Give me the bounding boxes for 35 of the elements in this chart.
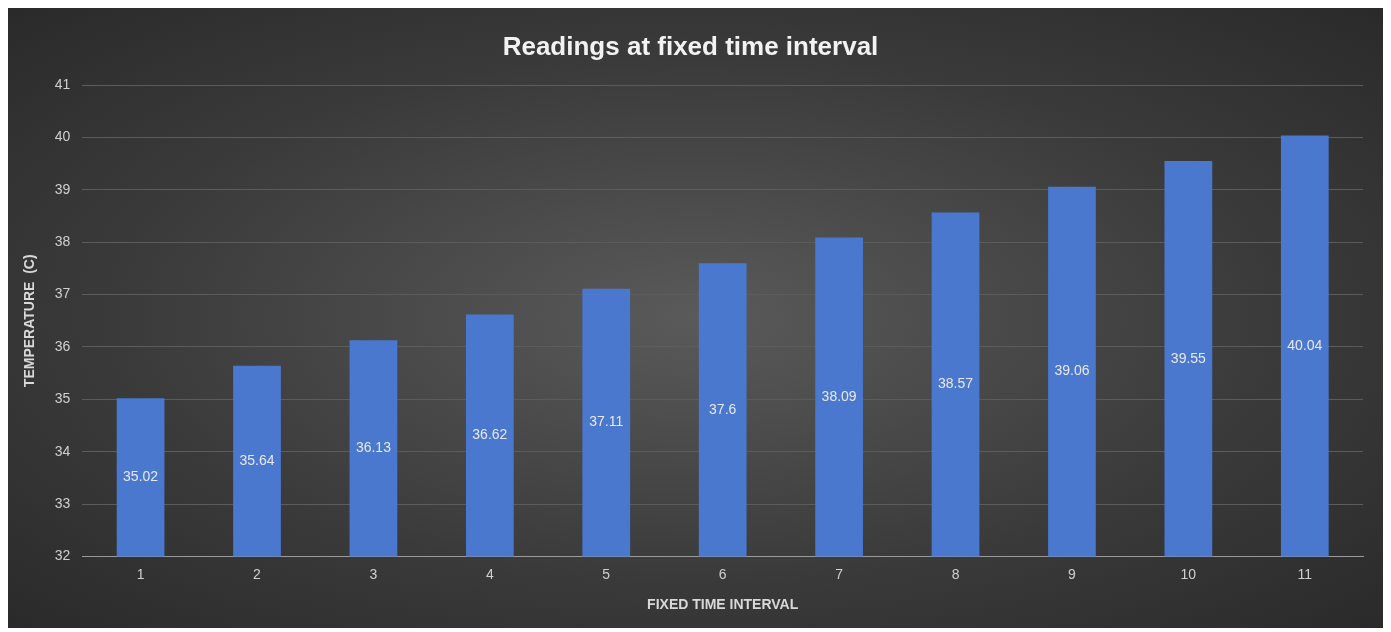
data-label: 35.02 [123,468,159,485]
data-label: 37.6 [709,400,737,417]
x-tick-label: 7 [835,565,844,582]
data-label: 37.11 [589,413,624,430]
y-tick-label: 32 [54,547,71,564]
y-tick-label: 34 [54,442,71,459]
y-tick-label: 35 [54,390,71,407]
x-tick-label: 4 [485,565,494,582]
y-tick-label: 37 [54,285,71,302]
x-tick-label: 3 [369,565,378,582]
x-tick-label: 5 [602,565,611,582]
x-tick-label: 11 [1297,565,1313,582]
data-label: 36.62 [472,426,508,443]
data-label: 40.04 [1287,336,1323,353]
y-tick-label: 36 [54,337,71,354]
chart-title: Readings at fixed time interval [502,30,879,61]
y-tick-label: 41 [54,76,71,93]
data-label: 38.57 [938,375,974,392]
y-tick-label: 40 [54,128,71,145]
y-tick-label: 39 [54,180,71,197]
data-label: 36.13 [355,439,392,456]
data-label: 35.64 [239,451,275,468]
y-axis-title: TEMPERATURE (C) [21,254,38,388]
data-label: 38.09 [821,387,857,404]
x-axis-title: FIXED TIME INTERVAL [647,596,799,613]
y-tick-label: 33 [54,494,71,511]
x-tick-label: 6 [718,565,727,582]
x-tick-label: 2 [253,565,262,582]
x-tick-label: 8 [951,565,960,582]
x-tick-label: 10 [1180,565,1197,582]
data-label: 39.06 [1054,362,1090,379]
x-tick-label: 1 [136,565,145,582]
data-label: 39.55 [1170,349,1207,366]
x-tick-label: 9 [1068,565,1077,582]
y-tick-label: 38 [54,233,71,250]
